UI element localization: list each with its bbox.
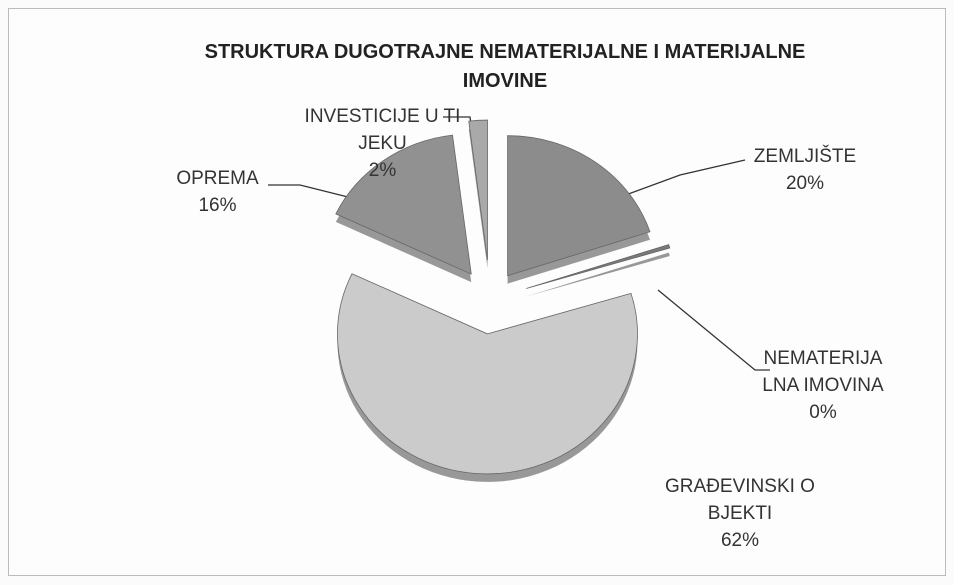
data-label: OPREMA 16% xyxy=(150,165,285,219)
data-label: GRAĐEVINSKI OBJEKTI 62% xyxy=(660,473,820,554)
pie-slice xyxy=(507,135,651,277)
value-label: 0% xyxy=(809,402,837,423)
value-label: 2% xyxy=(368,160,397,181)
value-label: 62% xyxy=(720,530,760,551)
leader-line xyxy=(611,159,746,201)
pie-slice-side xyxy=(526,252,670,297)
pie-slice xyxy=(335,134,472,275)
data-label: NEMATERIJALNA IMOVINA 0% xyxy=(762,345,884,426)
leader-line xyxy=(657,289,770,371)
value-label: 20% xyxy=(785,173,825,194)
category-label: ZEMLJIŠTE xyxy=(753,146,857,167)
pie-slice xyxy=(526,244,671,289)
category-label: OPREMA xyxy=(176,168,259,189)
chart-title: STRUKTURA DUGOTRAJNE NEMATERIJALNE I MAT… xyxy=(204,41,806,92)
data-label: ZEMLJIŠTE 20% xyxy=(740,143,870,197)
data-label: INVESTICIJE U TIJEKU 2% xyxy=(300,103,465,184)
category-label: INVESTICIJE U TIJEKU xyxy=(304,106,461,154)
pie-slice xyxy=(337,273,638,475)
category-label: GRAĐEVINSKI OBJEKTI xyxy=(665,476,815,524)
pie-slice xyxy=(468,119,488,261)
category-label: NEMATERIJALNA IMOVINA xyxy=(762,348,884,396)
value-label: 16% xyxy=(198,195,237,216)
